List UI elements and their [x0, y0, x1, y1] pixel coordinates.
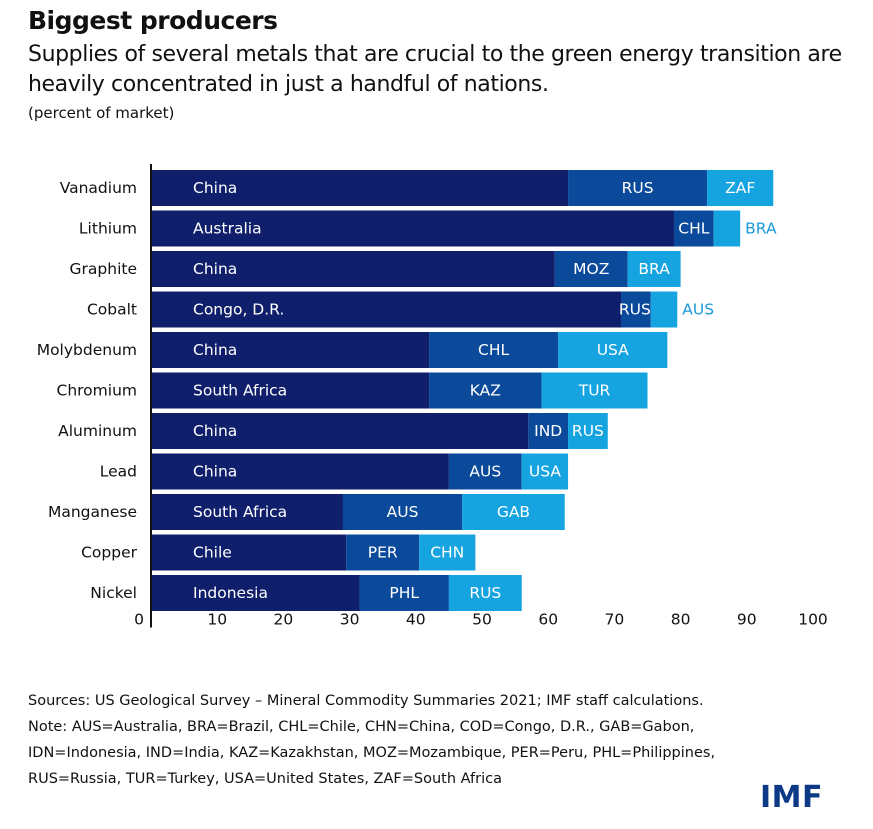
bar-segment [151, 413, 529, 449]
note-line-3: RUS=Russia, TUR=Turkey, USA=United State… [28, 771, 503, 787]
category-label: Cobalt [87, 301, 137, 319]
segment-label: China [193, 341, 237, 359]
segment-label: MOZ [573, 260, 609, 278]
bar-segment [151, 291, 622, 328]
x-tick-label: 100 [798, 611, 828, 629]
segment-label: Chile [193, 544, 232, 562]
segment-label: AUS [682, 301, 714, 319]
bar-segment [429, 332, 559, 368]
segment-label: KAZ [470, 382, 501, 400]
bar-segment [151, 210, 674, 247]
x-tick-label: 50 [472, 611, 492, 629]
bar-segment [448, 453, 522, 490]
segment-label: RUS [469, 584, 501, 602]
segment-label: South Africa [193, 382, 287, 400]
bar-segment [650, 291, 678, 328]
segment-label: TUR [578, 382, 611, 400]
segment-label: AUS [469, 463, 501, 481]
bar-segment [448, 575, 522, 611]
category-label: Chromium [57, 382, 138, 400]
category-label: Copper [81, 544, 138, 562]
segment-label: GAB [497, 503, 530, 521]
segment-label: Congo, D.R. [193, 301, 284, 319]
category-label: Nickel [90, 584, 137, 602]
stacked-bar-chart: Vanadium China RUS ZAF Lithium Australia CHL BR… [37, 164, 828, 629]
note-line-1: Note: AUS=Australia, BRA=Brazil, CHL=Chi… [28, 719, 695, 735]
bar-segment [151, 575, 360, 611]
segment-label: RUS [572, 422, 604, 440]
segment-label: PHL [389, 584, 419, 602]
bar-segment [151, 251, 555, 287]
bar-segment [342, 494, 463, 530]
segment-label: China [193, 260, 237, 278]
bar-segment [621, 291, 651, 328]
category-label: Manganese [48, 503, 137, 521]
segment-label: China [193, 422, 237, 440]
imf-logo: IMF [760, 780, 824, 815]
bar-segment [151, 494, 343, 530]
unit-label: (percent of market) [28, 104, 175, 122]
bar-segment [151, 534, 347, 571]
segment-label: Indonesia [193, 584, 268, 602]
bar-segment [713, 210, 741, 247]
x-tick-label: 20 [274, 611, 294, 629]
category-label: Molybdenum [37, 341, 137, 359]
bar-segment [558, 332, 668, 368]
segment-label: RUS [622, 179, 654, 197]
bar-segment [627, 251, 681, 287]
note-line-2: IDN=Indonesia, IND=India, KAZ=Kazakhstan… [28, 745, 716, 761]
segment-label: BRA [638, 260, 670, 278]
bar-segment [528, 413, 569, 449]
sources-note: Sources: US Geological Survey – Mineral … [28, 688, 858, 792]
category-label: Graphite [70, 260, 137, 278]
bar-segment [541, 372, 648, 409]
segment-label: CHL [678, 220, 709, 238]
sources-line: Sources: US Geological Survey – Mineral … [28, 693, 704, 709]
segment-label: Australia [193, 220, 262, 238]
bar-segment [429, 372, 542, 409]
segment-label: BRA [745, 220, 777, 238]
segment-label: AUS [387, 503, 419, 521]
segment-label: USA [529, 463, 561, 481]
segment-label: South Africa [193, 503, 287, 521]
x-tick-label: 70 [605, 611, 625, 629]
bar-segment [419, 534, 476, 571]
segment-label: China [193, 463, 237, 481]
bar-segment [568, 413, 608, 449]
bar-segment [151, 332, 430, 368]
bar-segment [151, 372, 430, 409]
segment-label: USA [597, 341, 629, 359]
chart-subtitle: Supplies of several metals that are cruc… [28, 42, 842, 97]
bar-segment [521, 453, 569, 490]
segment-label: CHL [478, 341, 509, 359]
x-tick-label: 40 [406, 611, 426, 629]
x-tick-label: 90 [737, 611, 757, 629]
bar-segment [346, 534, 420, 571]
bar-segment [462, 494, 565, 530]
segment-label: ZAF [725, 179, 755, 197]
segment-label: IND [534, 422, 562, 440]
x-tick-label: 30 [340, 611, 360, 629]
bar-segment [151, 170, 569, 206]
category-label: Vanadium [60, 179, 137, 197]
segment-label: China [193, 179, 237, 197]
x-tick-label: 0 [134, 611, 144, 629]
bar-segment [707, 170, 774, 206]
category-label: Lithium [79, 220, 137, 238]
bar-segment [673, 210, 714, 247]
chart-title: Biggest producers [28, 6, 278, 35]
bar-segment [568, 170, 708, 206]
bar-segment [151, 453, 449, 490]
category-label: Aluminum [58, 422, 137, 440]
segment-label: CHN [430, 544, 464, 562]
segment-label: PER [368, 544, 398, 562]
x-tick-label: 60 [538, 611, 558, 629]
segment-label: RUS [619, 301, 651, 319]
bar-segment [554, 251, 628, 287]
bar-segment [359, 575, 449, 611]
x-tick-label: 10 [207, 611, 227, 629]
x-tick-label: 80 [671, 611, 691, 629]
category-label: Lead [100, 463, 137, 481]
